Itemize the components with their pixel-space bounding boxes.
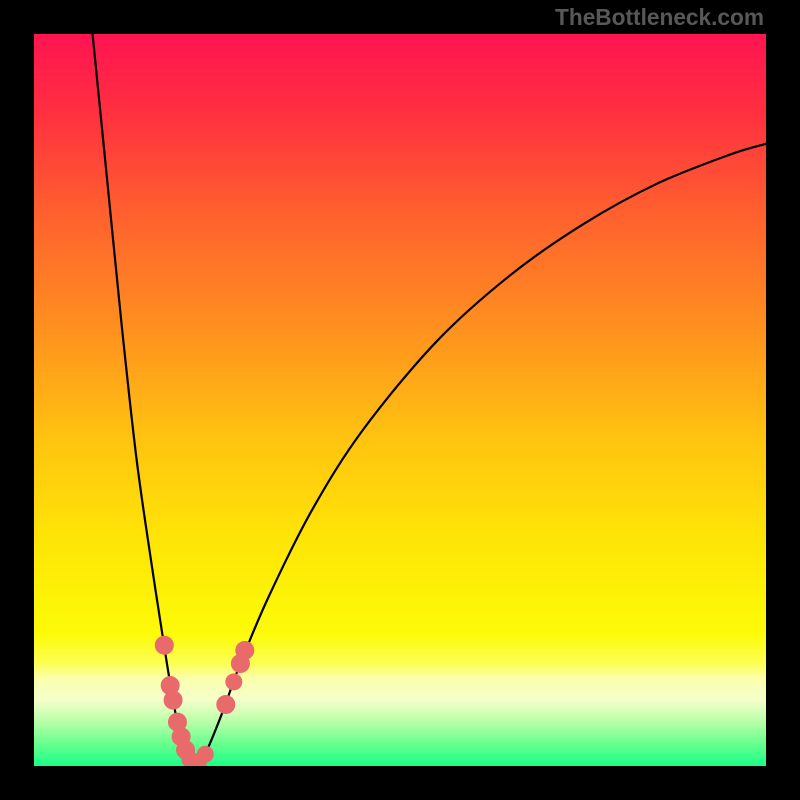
data-marker <box>236 641 254 659</box>
watermark-text: TheBottleneck.com <box>555 4 764 31</box>
data-marker <box>217 696 235 714</box>
data-marker <box>197 746 213 762</box>
curve-right <box>195 144 766 766</box>
data-marker <box>155 636 173 654</box>
curve-left <box>93 34 195 766</box>
plot-area <box>34 34 766 766</box>
data-marker <box>164 691 182 709</box>
chart-frame: TheBottleneck.com <box>0 0 800 800</box>
curves-layer <box>34 34 766 766</box>
data-marker <box>226 674 242 690</box>
